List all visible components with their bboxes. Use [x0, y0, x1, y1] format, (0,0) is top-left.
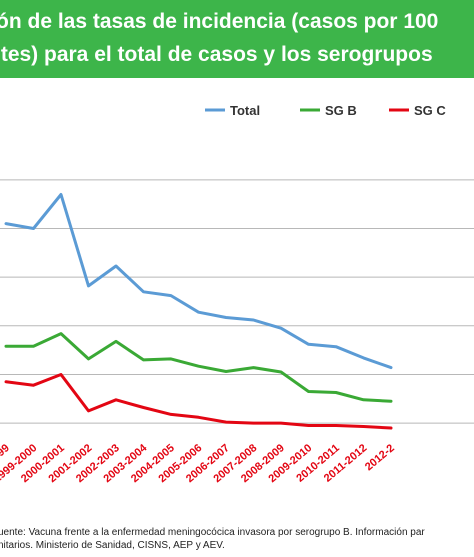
title-banner: ón de las tasas de incidencia (casos por…: [0, 0, 474, 78]
series-line: [4, 373, 393, 430]
source-footnote: uente: Vacuna frente a la enfermedad men…: [0, 527, 474, 552]
line-chart: Total SG B SG C 98-19991999-20002000-20012…: [0, 103, 474, 485]
legend-label: SG C: [414, 103, 446, 118]
legend-label: Total: [230, 103, 260, 118]
chart-title-line-1: ón de las tasas de incidencia (casos por…: [0, 10, 439, 33]
series-line: [4, 332, 393, 403]
footnote-line-1: uente: Vacuna frente a la enfermedad men…: [0, 527, 425, 538]
chart-title-line-2: ntes) para el total de casos y los serog…: [0, 43, 433, 66]
legend-label: SG B: [325, 103, 357, 118]
footnote-line-2: nitarios. Ministerio de Sanidad, CISNS, …: [0, 539, 225, 551]
x-tick-label: 2012-2: [363, 442, 397, 473]
series-line: [4, 193, 393, 370]
